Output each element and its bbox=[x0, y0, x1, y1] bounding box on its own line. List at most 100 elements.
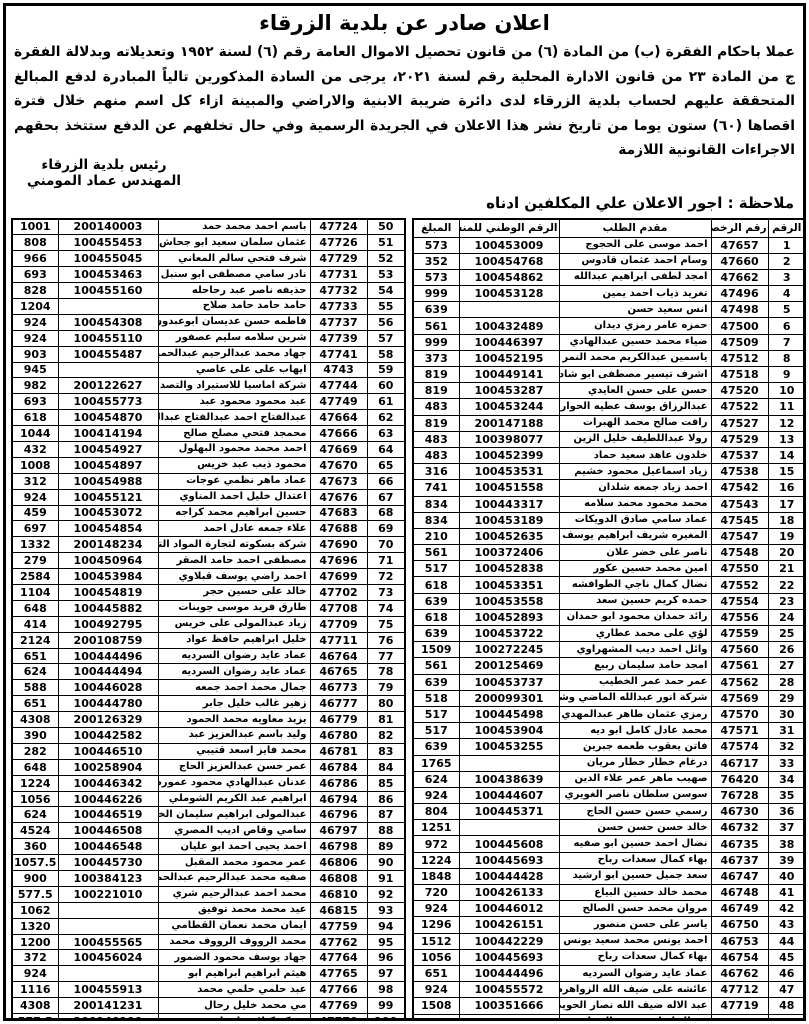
row-number-cell: 10 bbox=[767, 382, 803, 400]
license-number-cell: 47766 bbox=[309, 981, 368, 999]
amount-cell: 1200 bbox=[11, 933, 59, 951]
applicant-name-cell: صهيب ماهر عمر علاء الدين bbox=[558, 770, 712, 788]
table-row: 18 47545 عماد سامي صادق الدويكات 100453189 8… bbox=[412, 511, 803, 529]
applicant-name-cell: سوسن سلطان ناصر الغويري bbox=[558, 786, 712, 805]
license-number-cell: 47731 bbox=[309, 266, 368, 284]
amount-cell: 483 bbox=[412, 398, 460, 416]
amount-cell: 1001 bbox=[11, 217, 59, 236]
row-number-cell: 36 bbox=[767, 803, 803, 821]
row-number-cell: 100 bbox=[366, 1013, 406, 1018]
applicant-name-cell: جهاد محمد عبدالرحيم عبدالحميد bbox=[157, 345, 311, 363]
license-number-cell: 46798 bbox=[309, 838, 368, 856]
amount-cell: 972 bbox=[412, 835, 460, 853]
license-number-cell: 47543 bbox=[710, 495, 769, 513]
row-number-cell: 13 bbox=[767, 430, 803, 448]
table-row: 30 47570 رمزي عثمان طاهر عبدالمهدي 10044549… bbox=[412, 705, 803, 724]
national-id-cell: 200148234 bbox=[57, 536, 159, 554]
national-id-cell: 100452838 bbox=[458, 560, 560, 578]
row-number-cell: 93 bbox=[366, 901, 406, 919]
row-number-cell: 17 bbox=[767, 495, 803, 513]
national-id-cell: 100449141 bbox=[458, 365, 560, 384]
amount-cell: 900 bbox=[11, 870, 59, 887]
row-number-cell: 11 bbox=[767, 398, 803, 416]
amount-cell: 1204 bbox=[11, 297, 59, 315]
applicant-name-cell: احمد موسى على الحجوج bbox=[558, 236, 712, 254]
license-number-cell: 47527 bbox=[710, 414, 769, 432]
applicant-name-cell: خليل ابراهيم حافظ عواد bbox=[157, 631, 311, 649]
amount-cell: 1008 bbox=[11, 456, 59, 474]
amount-cell: 1056 bbox=[412, 948, 460, 966]
applicant-name-cell: عبد الاله ضيف الله نصار الحويطات bbox=[558, 997, 712, 1015]
table-row: 14 47537 خلدون عاهد سعيد حماد 100452399 483 bbox=[412, 446, 803, 465]
license-number-cell: 46765 bbox=[309, 663, 368, 681]
row-number-cell: 15 bbox=[767, 463, 803, 481]
license-number-cell: 47676 bbox=[309, 488, 368, 506]
amount-cell: 2584 bbox=[11, 568, 59, 585]
license-number-cell: 47657 bbox=[710, 236, 769, 254]
amount-cell: 828 bbox=[11, 282, 59, 299]
license-number-cell: 47708 bbox=[309, 599, 368, 617]
applicant-name-cell: رمزي عثمان طاهر عبدالمهدي bbox=[558, 705, 712, 724]
national-id-cell: 100453351 bbox=[458, 576, 560, 594]
applicant-name-cell: شركة بسكوته لتجارة المواد التموينيه bbox=[157, 536, 311, 554]
national-id-cell: 100446510 bbox=[57, 742, 159, 760]
applicant-name-cell: انس سعيد حسن bbox=[558, 301, 712, 319]
applicant-name-cell: خالد على حسين حجر bbox=[157, 584, 311, 601]
national-id-cell: 200108759 bbox=[57, 631, 159, 649]
license-number-cell: 46808 bbox=[309, 870, 368, 887]
national-id-cell: 100446519 bbox=[57, 806, 159, 824]
national-id-cell: 100445882 bbox=[57, 599, 159, 617]
table-row: 17 47543 محمد محمود محمد سلامه 100443317 834 bbox=[412, 495, 803, 513]
amount-cell: 561 bbox=[412, 657, 460, 675]
table-body-right: 1 47657 احمد موسى على الحجوج 100453009 573 2 4… bbox=[412, 236, 803, 1018]
table-row: 50 47724 باسم احمد محمد حمد 200140003 1001 bbox=[11, 217, 406, 236]
applicant-name-cell: فاطمه حسن عديسان ابوعبدون bbox=[157, 313, 311, 331]
applicant-name-cell: مروان محمد حسن الصالح bbox=[558, 900, 712, 918]
applicant-name-cell: احمد محمد محمود البهلول bbox=[157, 440, 311, 458]
national-id-cell: 100453009 bbox=[458, 236, 560, 254]
table-row: 39 46737 بهاء كمال سعدات رباح 100445693 1224 bbox=[412, 851, 803, 869]
amount-cell: 4308 bbox=[11, 711, 59, 729]
amount-cell: 819 bbox=[412, 382, 460, 400]
amount-cell: 648 bbox=[11, 758, 59, 776]
license-number-cell: 47770 bbox=[309, 1013, 368, 1018]
applicant-name-cell: فاتن يعقوب طعمه جبرين bbox=[558, 738, 712, 756]
national-id-cell: 200140190 bbox=[57, 1013, 159, 1018]
table-row: 91 46808 صفيه محمد عبدالرحيم عبدالحميد 1003… bbox=[11, 870, 406, 887]
license-number-cell: 47570 bbox=[710, 705, 769, 724]
table-row: 98 47766 عبد حلمي حلمي محمد 100455913 1116 bbox=[11, 981, 406, 999]
license-number-cell: 47669 bbox=[309, 440, 368, 458]
license-number-cell: 46794 bbox=[309, 790, 368, 808]
table-row: 75 47709 زياد عبدالمولى على خريس 100492795 4… bbox=[11, 615, 406, 633]
national-id-cell: 100445730 bbox=[57, 854, 159, 872]
license-number-cell: 47548 bbox=[710, 544, 769, 562]
national-id-cell: 100453558 bbox=[458, 592, 560, 610]
license-number-cell: 46797 bbox=[309, 822, 368, 840]
table-row: 65 47670 محمود ذيب عبد خريس 100454897 1008 bbox=[11, 456, 406, 474]
applicant-name-cell: هيثم ابراهيم ابراهيم ابو bbox=[157, 965, 311, 983]
license-number-cell: 47729 bbox=[309, 250, 368, 268]
national-id-cell: 200126329 bbox=[57, 711, 159, 729]
national-id-cell: 200147188 bbox=[458, 414, 560, 432]
row-number-cell: 43 bbox=[767, 916, 803, 934]
table-row: 4947723فريال ابراهيم عمر النوباني2001238… bbox=[412, 1013, 803, 1018]
license-number-cell: 47723 bbox=[710, 1013, 769, 1018]
national-id-cell: 100455160 bbox=[57, 282, 159, 299]
row-number-cell: 70 bbox=[366, 536, 406, 554]
amount-cell: 573 bbox=[412, 236, 460, 254]
applicant-name-cell: محمد عادل كامل ابو ديه bbox=[558, 722, 712, 740]
table-row: 73 47702 خالد على حسين حجر 100454819 1104 bbox=[11, 584, 406, 601]
applicant-name-cell: خالد حسن حسن حسن bbox=[558, 819, 712, 837]
table-row: 26 47560 وائل احمد ديب المشهراوي 100272245 1… bbox=[412, 641, 803, 659]
amount-cell: 834 bbox=[412, 511, 460, 529]
table-row: 46 46762 عماد عايد رضوان السرديه 100444496 6… bbox=[412, 964, 803, 983]
license-number-cell: 47699 bbox=[309, 568, 368, 585]
license-number-cell: 47574 bbox=[710, 738, 769, 756]
row-number-cell: 66 bbox=[366, 472, 406, 490]
license-number-cell: 46764 bbox=[309, 647, 368, 665]
amount-cell: 1251 bbox=[412, 819, 460, 837]
license-number-cell: 47769 bbox=[309, 997, 368, 1015]
applicant-name-cell: عماد عايد رضوان السرديه bbox=[157, 663, 311, 681]
row-number-cell: 92 bbox=[366, 885, 406, 903]
national-id-cell: 100258904 bbox=[57, 758, 159, 776]
